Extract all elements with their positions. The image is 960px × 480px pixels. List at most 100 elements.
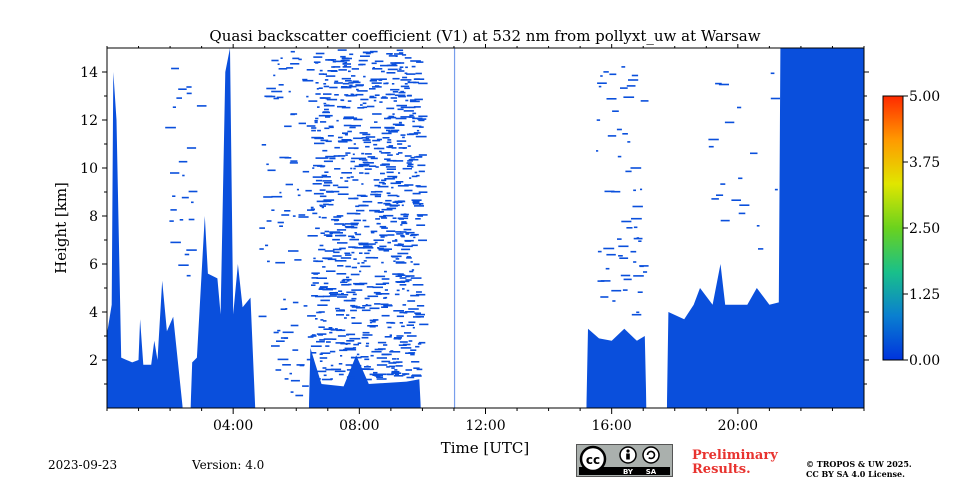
noise-streak: [328, 125, 334, 128]
noise-streak: [302, 78, 308, 81]
noise-streak: [413, 81, 419, 84]
noise-streak: [382, 183, 386, 185]
noise-streak: [395, 365, 403, 367]
noise-streak: [384, 126, 393, 129]
noise-streak: [363, 51, 369, 54]
noise-streak: [311, 378, 318, 381]
noise-streak: [412, 112, 417, 115]
noise-streak: [393, 337, 400, 340]
noise-streak: [357, 107, 365, 109]
noise-streak: [358, 242, 363, 245]
noise-streak: [620, 87, 628, 89]
noise-streak: [598, 85, 602, 88]
noise-streak: [413, 106, 421, 108]
noise-streak: [171, 67, 179, 70]
noise-streak: [312, 183, 322, 185]
noise-streak: [320, 299, 330, 302]
noise-streak: [313, 192, 324, 195]
noise-streak: [312, 176, 323, 178]
noise-streak: [397, 185, 409, 187]
noise-streak: [337, 242, 348, 244]
noise-streak: [322, 320, 327, 322]
noise-streak: [353, 94, 358, 97]
noise-streak: [376, 357, 387, 359]
noise-streak: [626, 85, 636, 87]
noise-streak: [381, 132, 392, 135]
noise-streak: [390, 129, 400, 132]
colorbar-ticks: 0.00 1.25 2.50 3.75 5.00: [903, 89, 940, 369]
noise-streak: [403, 213, 407, 215]
noise-streak: [292, 349, 299, 351]
noise-streak: [319, 204, 323, 207]
noise-streak: [398, 152, 403, 154]
noise-streak: [386, 230, 396, 232]
noise-streak: [708, 145, 714, 148]
noise-streak: [275, 261, 285, 264]
noise-streak: [312, 167, 315, 169]
noise-streak: [356, 194, 366, 197]
noise-streak: [415, 345, 420, 348]
noise-streak: [319, 357, 328, 359]
noise-streak: [196, 105, 207, 107]
noise-streak: [322, 149, 328, 152]
noise-streak: [750, 152, 758, 155]
noise-streak: [321, 378, 333, 381]
noise-streak: [397, 274, 406, 276]
noise-streak: [416, 368, 423, 371]
noise-streak: [350, 124, 361, 127]
noise-streak: [396, 140, 407, 142]
noise-streak: [326, 98, 338, 101]
noise-streak: [375, 283, 386, 285]
noise-streak: [338, 290, 343, 292]
noise-streak: [342, 59, 350, 62]
noise-streak: [636, 311, 640, 314]
noise-streak: [622, 133, 628, 135]
noise-streak: [388, 131, 398, 133]
noise-streak: [379, 293, 390, 295]
noise-streak: [419, 323, 429, 326]
noise-streak: [345, 94, 355, 97]
noise-streak: [398, 121, 402, 124]
noise-streak: [348, 235, 354, 238]
noise-streak: [333, 216, 342, 218]
noise-streak: [366, 342, 370, 345]
noise-streak: [369, 88, 376, 90]
noise-streak: [292, 215, 296, 217]
noise-streak: [334, 146, 340, 149]
noise-streak: [406, 289, 410, 292]
noise-streak: [404, 184, 414, 186]
noise-streak: [387, 154, 393, 156]
noise-streak: [348, 340, 353, 342]
noise-streak: [382, 248, 392, 250]
noise-streak: [311, 129, 316, 132]
noise-streak: [342, 224, 346, 226]
noise-streak: [367, 249, 372, 252]
noise-streak: [597, 250, 602, 253]
noise-streak: [398, 95, 406, 98]
noise-streak: [623, 278, 632, 281]
noise-streak: [386, 171, 394, 174]
date-label: 2023-09-23: [48, 458, 118, 472]
noise-streak: [386, 321, 394, 324]
noise-streak: [350, 304, 356, 307]
noise-streak: [341, 157, 345, 160]
noise-streak: [371, 321, 376, 323]
noise-streak: [402, 167, 412, 170]
noise-streak: [368, 243, 376, 245]
noise-streak: [416, 174, 420, 177]
noise-streak: [394, 244, 403, 246]
noise-streak: [362, 133, 371, 136]
noise-streak: [409, 270, 414, 273]
noise-streak: [337, 193, 349, 195]
noise-streak: [406, 73, 416, 75]
colorbar-tick-label: 3.75: [909, 155, 940, 171]
noise-streak: [330, 293, 341, 296]
noise-streak: [366, 105, 375, 108]
noise-streak: [353, 118, 363, 121]
noise-streak: [402, 288, 405, 290]
noise-streak: [396, 104, 407, 107]
noise-streak: [349, 84, 353, 87]
noise-streak: [267, 260, 270, 263]
noise-streak: [415, 293, 426, 296]
noise-streak: [313, 56, 323, 58]
